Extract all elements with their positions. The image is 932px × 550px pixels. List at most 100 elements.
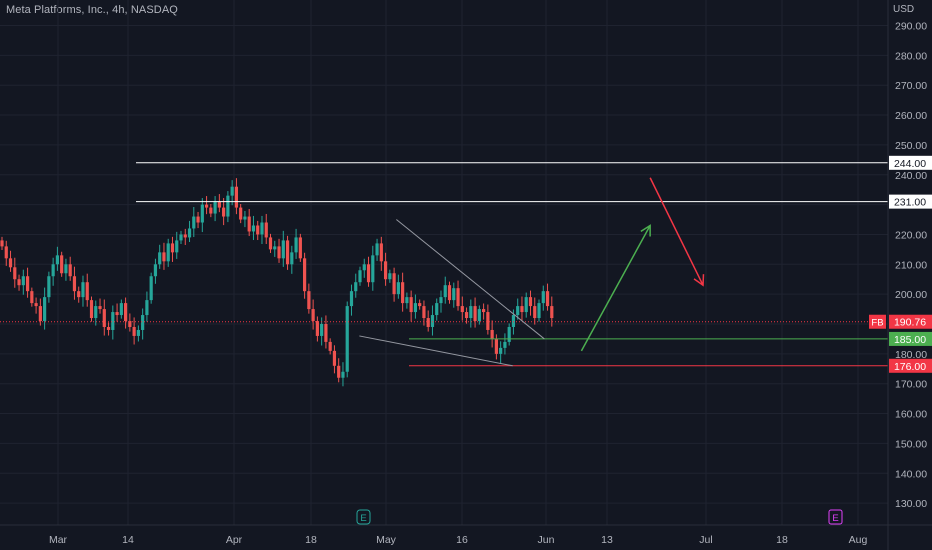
candle-body [0,240,4,247]
candle-body [349,291,354,307]
last-price-text: 190.76 [894,317,926,329]
candle-body [341,371,345,378]
candle-body [179,234,183,241]
time-tick-label: 18 [305,534,317,546]
candle-body [281,240,285,259]
candle-body [196,216,200,223]
candle-body [13,267,17,280]
time-tick-label: 13 [601,534,613,546]
candle-body [447,285,452,301]
candle-body [507,326,511,342]
candle-body [503,341,507,348]
price-tick-label: 270.00 [895,80,927,92]
candle-body [426,318,430,327]
candle-body [123,303,128,322]
symbol-tag [869,314,886,329]
candle-body [413,303,418,313]
candle-body [209,207,213,214]
candle-body [115,312,119,316]
candle-body [111,312,115,330]
candle-body [141,315,145,330]
candle-body [183,234,187,238]
candle-body [132,326,136,336]
time-tick-label: 18 [776,534,788,546]
candle-body [247,216,251,232]
candle-body [524,297,528,313]
symbol-tag-text: FB [871,318,883,329]
candle-body [294,237,298,253]
grid-lines [0,0,888,525]
level-badge-text: 185.00 [894,334,926,346]
candle-body [260,222,264,235]
candle-body [541,291,545,304]
candle-body [486,312,490,330]
candle-body [102,309,106,327]
candle-body [239,207,243,220]
candle-body [307,291,311,310]
price-tick-label: 290.00 [895,21,927,33]
candle-body [332,350,337,366]
candle-body [153,264,158,277]
level-badge-text: 231.00 [894,197,926,209]
down-arrow-head [693,274,705,287]
candle-body [43,297,47,322]
candle-body [243,216,247,220]
candle-body [158,252,162,265]
candle-body [268,237,273,250]
price-tick-label: 220.00 [895,229,927,241]
candle-body [328,341,332,351]
price-tick-label: 250.00 [895,140,927,152]
candle-body [30,291,34,304]
candle-body [77,291,81,298]
price-tick-label: 160.00 [895,409,927,421]
candle-body [290,252,294,265]
candle-body [38,306,42,322]
candle-body [222,207,226,217]
candle-body [469,306,473,319]
candle-body [145,300,149,316]
candle-body [443,285,447,298]
candle-body [285,240,290,265]
down-arrow-shaft [649,177,704,286]
candle-body [511,315,516,327]
candle-body [94,306,98,319]
candle-body [149,276,153,301]
candle-body [311,309,315,322]
candle-body [98,306,102,310]
price-tick-label: 260.00 [895,110,927,122]
candle-body [358,270,362,283]
candle-body [324,324,328,342]
up-arrow-shaft [580,225,651,352]
candle-body [494,338,498,354]
candle-body [315,321,319,336]
candle-body [366,264,371,283]
candle-body [192,216,196,229]
candle-body [354,282,358,292]
candle-body [430,315,435,327]
event-flag-icon [828,509,843,525]
event-flag-label: E [832,513,838,524]
candle-body [68,264,72,277]
price-axis[interactable]: 130.00 140.00 150.00 160.00 170.00 180.00 190.… [869,0,932,550]
candle-body [303,258,307,292]
candle-body [452,288,456,301]
candle-body [528,297,533,307]
candle-body [8,258,13,268]
candle-body [230,186,234,196]
candle-body [396,282,400,295]
candle-body [204,204,209,208]
candle-body [4,246,8,259]
candle-body [418,303,422,307]
candle-body [477,309,481,322]
time-axis[interactable]: Mar 14 Apr 18 May 16 Jun 13 Jul 18 Aug [0,524,932,546]
price-tick-label: 170.00 [895,379,927,391]
candle-body [55,255,60,265]
candle-body [371,255,375,283]
earnings-e-label: E [360,513,366,524]
candle-body [264,222,268,238]
candle-body [251,225,256,232]
candle-body [175,240,179,253]
candle-body [550,306,554,319]
